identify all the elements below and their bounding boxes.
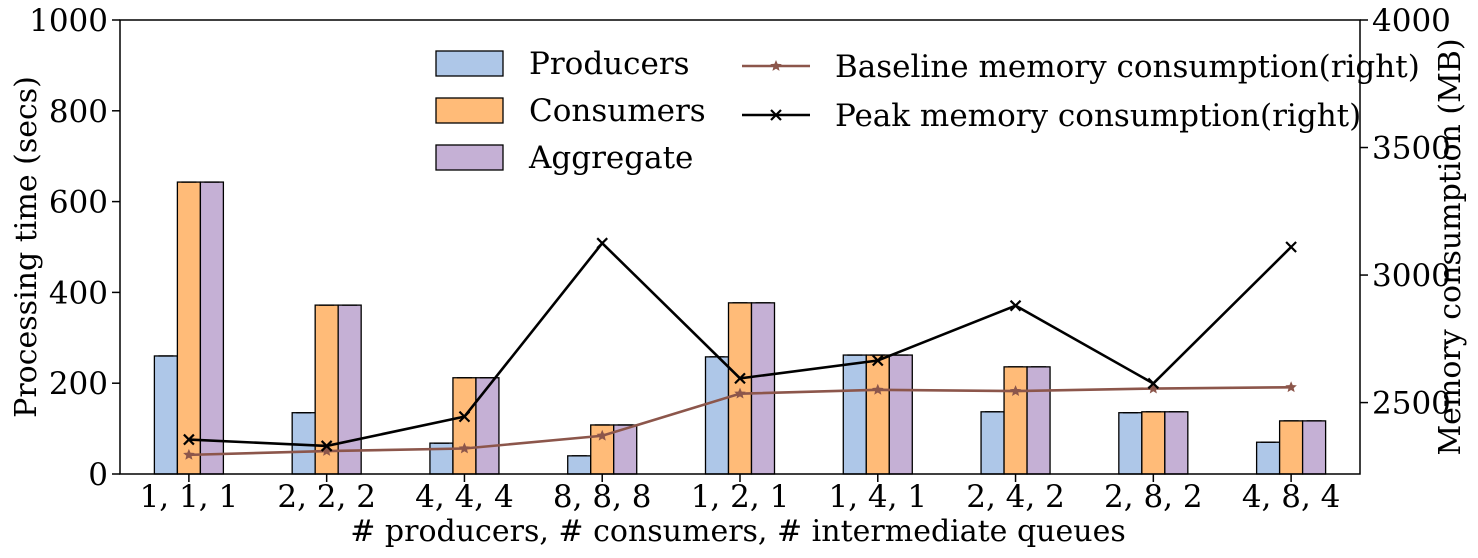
y-right-tick-label-3: 4000 <box>1372 3 1451 39</box>
legend-swatch-consumers <box>435 97 504 124</box>
peak-point-3 <box>596 237 608 249</box>
bar-consumers-6 <box>1003 366 1028 475</box>
bar-aggregate-1 <box>337 304 362 475</box>
x-axis-label: # producers, # consumers, # intermediate… <box>350 514 1125 549</box>
x-tick-label-0: 1, 1, 1 <box>140 479 239 515</box>
peak-point-2 <box>458 410 471 423</box>
legend-label-aggregate: Aggregate <box>528 140 693 176</box>
y-left-tick-label-2: 400 <box>49 275 108 311</box>
bar-aggregate-6 <box>1026 366 1051 475</box>
bar-producers-3 <box>567 455 592 475</box>
bar-producers-7 <box>1118 412 1143 475</box>
bar-consumers-8 <box>1278 420 1304 475</box>
bar-producers-0 <box>153 355 179 475</box>
legend-label-line-1: Peak memory consumption(right) <box>835 98 1361 134</box>
x-tick-label-2: 4, 4, 4 <box>415 479 514 515</box>
bar-producers-4 <box>704 356 730 475</box>
x-tick-label-5: 1, 4, 1 <box>828 479 927 515</box>
legend: Producers Consumers Aggregate Baseline memo… <box>435 46 1420 176</box>
bar-consumers-7 <box>1141 411 1166 475</box>
bar-aggregate-0 <box>199 181 225 475</box>
x-tick-label-6: 2, 4, 2 <box>966 479 1065 515</box>
bar-producers-6 <box>980 411 1005 475</box>
y-left-tick-label-4: 800 <box>49 94 108 130</box>
baseline-point-0 <box>183 448 195 460</box>
legend-label-consumers: Consumers <box>529 93 706 129</box>
baseline-point-3 <box>596 429 608 441</box>
axes-layer: 0 200 400 600 800 1000 2500 3000 3500 4000 1, 1, 1… <box>29 3 1451 515</box>
legend-label-line-0: Baseline memory consumption(right) <box>835 49 1420 85</box>
bars-layer <box>153 181 1327 475</box>
legend-marker-1 <box>770 109 782 121</box>
x-tick-label-3: 8, 8, 8 <box>553 479 652 515</box>
y-axis-label-left: Processing time (secs) <box>9 76 44 418</box>
baseline-point-2 <box>458 442 471 454</box>
bar-aggregate-5 <box>888 354 913 475</box>
peak-point-5 <box>872 354 884 367</box>
peak-point-8 <box>1285 241 1297 253</box>
peak-point-1 <box>320 440 333 452</box>
bar-producers-5 <box>842 354 867 475</box>
legend-swatch-producers <box>435 50 504 77</box>
x-tick-label-4: 1, 2, 1 <box>691 479 790 515</box>
bar-aggregate-8 <box>1301 420 1327 475</box>
x-tick-label-7: 2, 8, 2 <box>1104 479 1203 515</box>
y-left-tick-label-3: 600 <box>49 185 108 221</box>
y-left-tick-label-0: 0 <box>88 457 108 493</box>
bar-aggregate-7 <box>1164 411 1189 475</box>
peak-point-6 <box>1009 299 1022 312</box>
legend-marker-0 <box>770 59 782 71</box>
baseline-point-4 <box>734 387 746 399</box>
bar-consumers-5 <box>865 354 890 475</box>
lines-layer <box>183 237 1297 460</box>
bar-aggregate-2 <box>475 377 500 475</box>
peak-point-7 <box>1147 377 1160 390</box>
x-tick-label-1: 2, 2, 2 <box>277 479 376 515</box>
peak-point-0 <box>183 433 195 446</box>
peak-point-4 <box>734 372 746 385</box>
y-right-tick-label-1: 3000 <box>1372 258 1451 294</box>
baseline-point-6 <box>1009 385 1022 396</box>
y-left-tick-label-1: 200 <box>49 366 108 402</box>
bar-consumers-2 <box>452 377 477 475</box>
baseline-point-8 <box>1285 381 1297 393</box>
bar-producers-8 <box>1255 441 1281 475</box>
legend-swatch-aggregate <box>435 144 504 171</box>
baseline-point-5 <box>872 383 884 395</box>
y-right-tick-label-2: 3500 <box>1372 131 1451 167</box>
bar-consumers-0 <box>176 181 202 475</box>
y-left-tick-label-5: 1000 <box>29 3 108 39</box>
legend-label-producers: Producers <box>529 46 690 82</box>
y-axis-label-right: Memory consumption (MB) <box>1433 38 1468 455</box>
bar-aggregate-4 <box>750 302 776 475</box>
y-right-tick-label-0: 2500 <box>1372 386 1451 422</box>
x-tick-label-8: 4, 8, 4 <box>1242 479 1341 515</box>
